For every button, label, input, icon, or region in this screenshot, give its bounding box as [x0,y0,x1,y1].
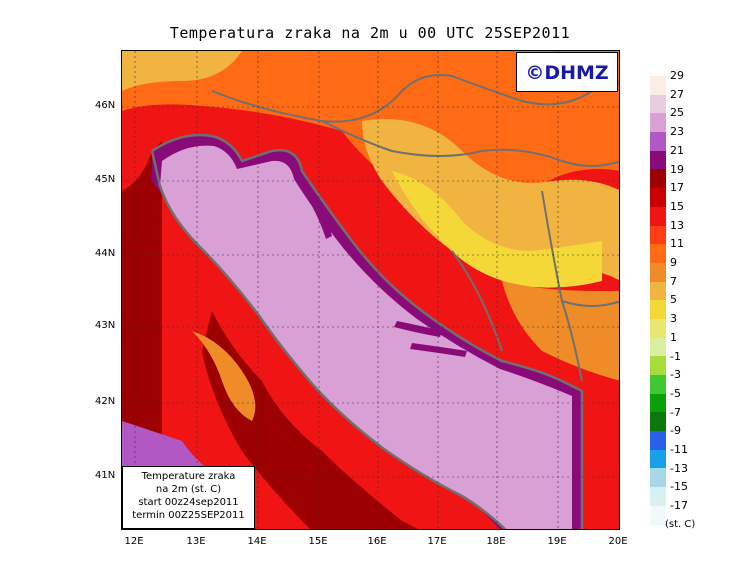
zone-balkans-cool [362,119,619,281]
legend-label: 15 [670,199,684,213]
border-croatia-bosnia [321,120,619,167]
legend-swatch [650,412,666,432]
legend-label: 5 [670,293,677,307]
legend-swatch [650,94,666,114]
legend-swatch [650,150,666,170]
legend-swatch [650,206,666,226]
legend-label: 23 [670,125,684,139]
legend-label: -7 [670,405,681,419]
lon-tick-13: 13E [186,536,206,547]
legend-swatch [650,225,666,245]
legend-swatch [650,169,666,189]
legend-swatch [650,244,666,263]
legend-swatch [650,375,666,394]
legend-label: 21 [670,143,684,157]
legend-label: -13 [670,461,688,475]
legend-swatch [650,132,666,151]
legend-swatch [650,281,666,301]
legend-swatch [650,113,666,133]
island-hvar [394,321,442,337]
legend-swatch [650,76,666,95]
legend-swatch [650,393,666,413]
info-line-2: na 2m (st. C) [155,484,222,495]
lon-tick-18: 18E [486,536,506,547]
legend-label: -11 [670,443,688,456]
legend-label: 11 [670,237,684,251]
lon-tick-17: 17E [427,536,447,547]
legend-swatch [650,505,666,525]
lon-tick-19: 19E [547,536,567,547]
legend-swatch [650,468,666,488]
legend-label: -1 [670,349,681,363]
legend-label: -17 [670,499,688,513]
zone-alps [122,51,242,91]
legend-label: -9 [670,424,681,438]
coastline-east [151,133,584,529]
legend-label: -3 [670,368,681,382]
legend-swatch [650,300,666,319]
lon-tick-15: 15E [308,536,328,547]
info-line-4: termin 00Z25SEP2011 [132,510,245,521]
legend-label: 13 [670,218,684,232]
colour-legend [650,76,666,525]
legend-label: 29 [670,69,684,82]
dhmz-logo: ©DHMZ [516,52,618,92]
zone-apennines [192,331,256,421]
graticule [122,51,619,529]
legend-swatch [650,188,666,207]
border-balkans [451,190,619,382]
legend-swatch [650,337,666,357]
legend-label: 25 [670,106,684,120]
legend-swatch [650,487,666,506]
lon-tick-14: 14E [247,536,267,547]
legend-label: 19 [670,162,684,176]
zone-balkans-coolest [392,171,602,288]
legend-label: 7 [670,274,677,288]
legend-swatch [650,262,666,282]
lat-tick-46: 46N [95,100,116,111]
lon-tick-16: 16E [367,536,387,547]
coastline-west [150,150,507,529]
map-canvas [122,51,619,529]
legend-label: 9 [670,256,677,269]
legend-swatch [650,449,666,469]
island-korcula [410,343,467,357]
legend-label: 3 [670,312,677,326]
forecast-info-box: Temperature zraka na 2m (st. C) start 00… [122,466,255,529]
legend-label: 1 [670,330,677,344]
lat-tick-41: 41N [95,470,116,481]
legend-swatch [650,431,666,450]
zone-italy-interior [202,311,418,529]
border-north [211,74,619,123]
lon-tick-20: 20E [608,536,628,547]
temperature-map [121,50,620,530]
lat-tick-45: 45N [95,174,116,185]
legend-label: 17 [670,181,684,195]
legend-swatch [650,318,666,338]
legend-swatch [650,356,666,375]
legend-label: 27 [670,87,684,101]
map-title: Temperatura zraka na 2m u 00 UTC 25SEP20… [169,24,571,42]
legend-label: -15 [670,480,688,494]
info-line-3: start 00z24sep2011 [138,497,239,508]
adriatic-sea [160,145,572,529]
legend-unit: (st. C) [665,519,696,530]
lat-tick-43: 43N [95,320,116,331]
island-krk [312,201,332,239]
lon-tick-12: 12E [124,536,144,547]
legend-label: -5 [670,386,681,400]
lat-tick-42: 42N [95,396,116,407]
info-line-1: Temperature zraka [141,471,236,482]
lat-tick-44: 44N [95,248,116,259]
